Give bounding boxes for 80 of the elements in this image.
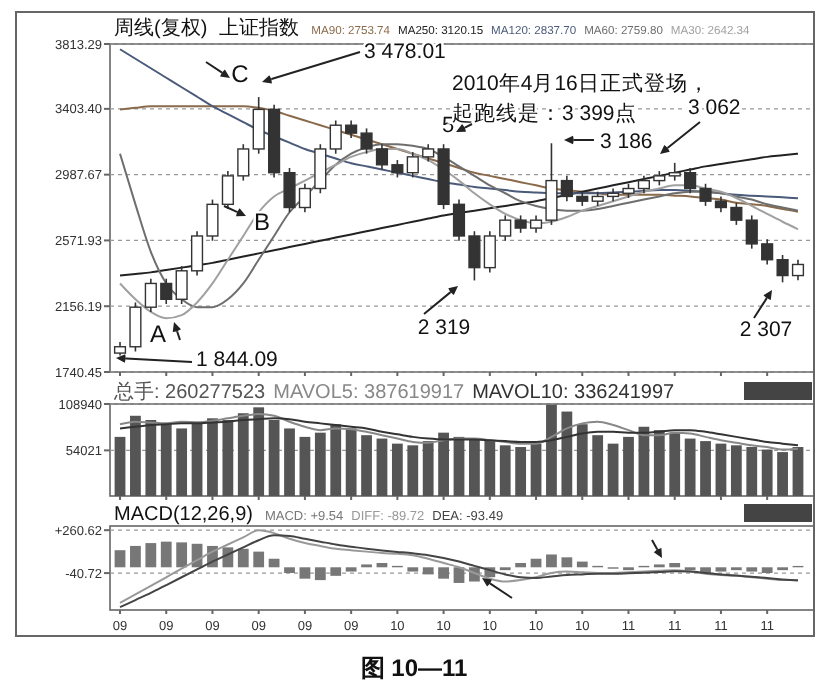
line-series [119, 152, 799, 277]
bar [284, 428, 295, 496]
bar [607, 443, 619, 496]
bar [438, 567, 449, 579]
bar [422, 441, 434, 496]
bar [237, 548, 249, 568]
annotation: 3 186 [600, 130, 653, 154]
bar [145, 419, 157, 496]
bar [314, 432, 326, 496]
bar [391, 443, 403, 496]
bar [130, 545, 141, 568]
bar [592, 435, 604, 496]
bar [299, 436, 311, 496]
bar [746, 447, 758, 496]
bar [422, 567, 434, 575]
bar [684, 438, 696, 496]
bar [576, 424, 588, 496]
bar [484, 440, 496, 496]
bar [515, 447, 527, 496]
bar [792, 447, 804, 496]
bar [715, 443, 727, 496]
chart-subtitle: 上证指数 [219, 16, 300, 40]
annotation: C [231, 60, 250, 88]
annotation: 1 844.09 [196, 348, 279, 372]
bar [653, 430, 665, 496]
series-label: MAVOL5: 387619917 [273, 382, 466, 404]
bar [376, 438, 388, 496]
bar [623, 436, 634, 496]
bar [546, 554, 557, 568]
bar [469, 438, 480, 496]
bar [700, 441, 711, 496]
bar [576, 561, 588, 568]
bar [130, 415, 141, 496]
bar [114, 436, 126, 496]
chart-title: 周线(复权) [114, 16, 208, 40]
bar [314, 567, 326, 581]
bar [546, 404, 557, 496]
annotation: 起跑线是：3 399点 [452, 100, 637, 126]
annotation: 3 062 [688, 96, 741, 120]
bar [268, 419, 280, 496]
bar [191, 421, 203, 496]
chart-title: MACD(12,26,9) [114, 504, 253, 526]
bar [407, 445, 419, 496]
bar [561, 411, 573, 496]
bar [499, 445, 511, 496]
bar [777, 452, 788, 496]
bar [237, 413, 249, 496]
bar [561, 557, 573, 568]
bar [114, 550, 126, 568]
bar [145, 543, 157, 568]
bar [761, 567, 773, 573]
annotation: 2 319 [417, 316, 471, 340]
annotation: 3 478.01 [364, 40, 447, 64]
series-label: 总手: 260277523 [112, 380, 267, 404]
bar [330, 424, 342, 496]
bar [284, 567, 295, 573]
bar [330, 567, 342, 576]
caption: 图 10—11 [360, 654, 469, 682]
annotation: A [149, 320, 167, 348]
bar [207, 418, 218, 496]
bar [253, 551, 265, 568]
annotation: 5 [441, 114, 455, 138]
bar [299, 567, 311, 579]
bar [438, 432, 449, 496]
series-label: MAVOL10: 336241997 [472, 382, 676, 404]
bar [669, 432, 681, 496]
bar [361, 435, 372, 496]
bar [160, 541, 172, 568]
bar [530, 443, 542, 496]
bar [253, 407, 265, 496]
annotation: B [253, 208, 271, 236]
bar [176, 428, 188, 496]
bar [345, 428, 357, 496]
bar [160, 424, 172, 496]
bar [761, 449, 773, 496]
bar [222, 419, 234, 496]
annotation: 2 307 [739, 318, 793, 342]
annotation: 2010年4月16日正式登场， [452, 70, 710, 96]
bar [730, 445, 742, 496]
bar [176, 542, 188, 568]
